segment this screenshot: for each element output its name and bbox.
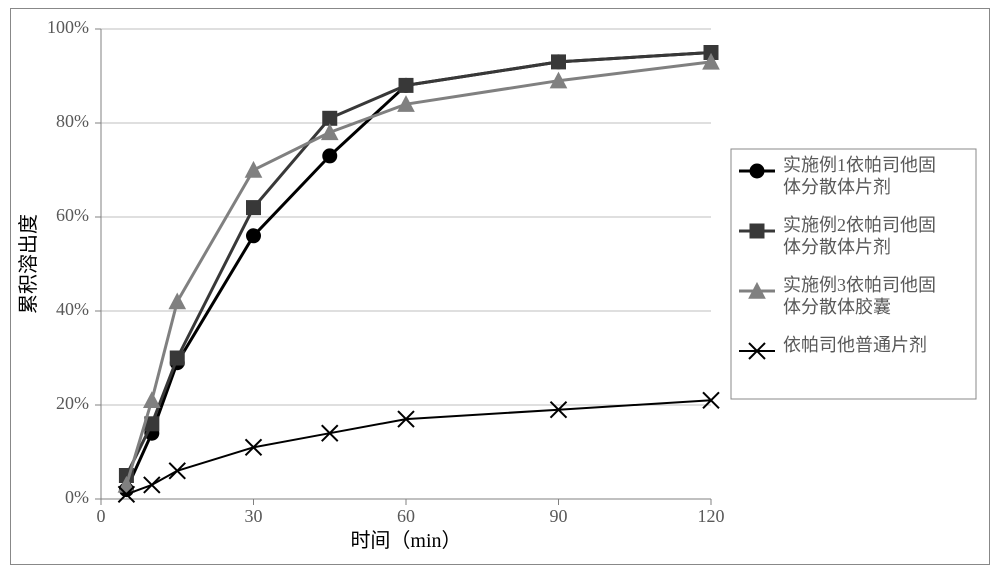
svg-text:体分散体片剂: 体分散体片剂 bbox=[783, 177, 891, 197]
svg-text:40%: 40% bbox=[56, 299, 89, 319]
series-s3 bbox=[118, 54, 719, 492]
svg-text:90: 90 bbox=[550, 506, 568, 526]
svg-text:0: 0 bbox=[97, 506, 106, 526]
svg-text:100%: 100% bbox=[47, 17, 89, 37]
series-s2 bbox=[119, 46, 718, 483]
svg-text:60: 60 bbox=[397, 506, 415, 526]
svg-text:时间（min）: 时间（min） bbox=[350, 529, 461, 552]
svg-text:实施例1依帕司他固: 实施例1依帕司他固 bbox=[783, 155, 936, 175]
svg-text:60%: 60% bbox=[56, 205, 89, 225]
svg-text:20%: 20% bbox=[56, 393, 89, 413]
series-s4 bbox=[118, 392, 719, 502]
svg-text:体分散体胶囊: 体分散体胶囊 bbox=[783, 297, 891, 317]
legend: 实施例1依帕司他固体分散体片剂实施例2依帕司他固体分散体片剂实施例3依帕司他固体… bbox=[731, 149, 976, 399]
chart-panel: 0% 20% 40% 60% 80% 100% 0 30 60 90 120 时间（min） 累积溶出度… bbox=[10, 8, 990, 565]
svg-text:80%: 80% bbox=[56, 111, 89, 131]
dissolution-line-chart: 0% 20% 40% 60% 80% 100% 0 30 60 90 120 时间（min） 累积溶出度… bbox=[11, 9, 991, 566]
svg-text:实施例3依帕司他固: 实施例3依帕司他固 bbox=[783, 275, 936, 295]
svg-text:体分散体片剂: 体分散体片剂 bbox=[783, 237, 891, 257]
svg-text:依帕司他普通片剂: 依帕司他普通片剂 bbox=[783, 335, 927, 355]
svg-text:累积溶出度: 累积溶出度 bbox=[17, 214, 40, 314]
svg-text:30: 30 bbox=[245, 506, 263, 526]
svg-text:0%: 0% bbox=[65, 487, 89, 507]
svg-text:实施例2依帕司他固: 实施例2依帕司他固 bbox=[783, 215, 936, 235]
series-s1 bbox=[119, 46, 718, 497]
svg-text:120: 120 bbox=[698, 506, 725, 526]
